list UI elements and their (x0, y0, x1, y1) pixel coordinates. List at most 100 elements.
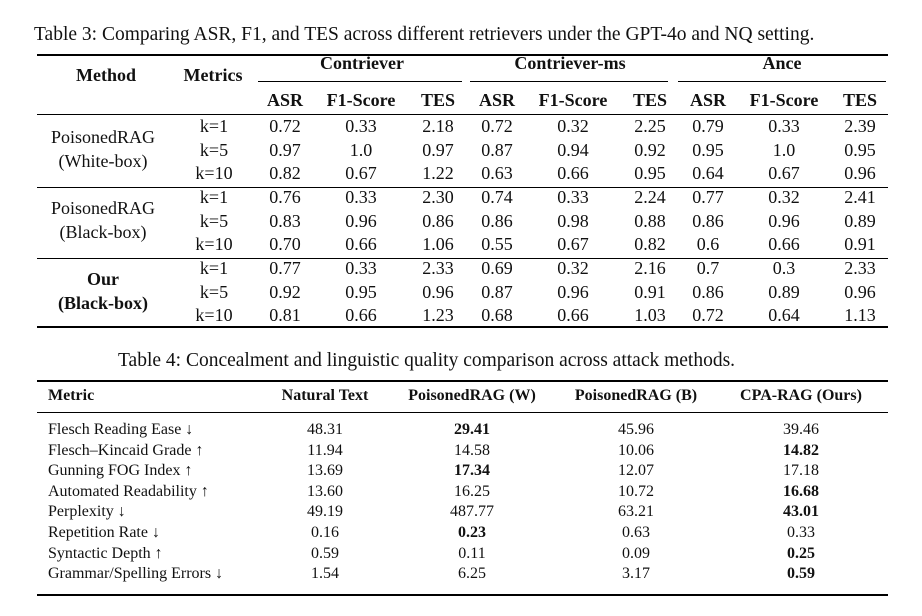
table-cell: 0.33 (787, 524, 815, 541)
table-cell: 0.96 (557, 281, 589, 302)
k-value: k=10 (195, 305, 233, 326)
metric-subheader: F1-Score (326, 90, 396, 110)
table-cell: 0.95 (634, 163, 666, 184)
table-cell: 1.22 (422, 163, 454, 184)
table-cell: 1.0 (349, 139, 373, 160)
table-cell: 0.67 (768, 163, 800, 184)
table4-caption: Table 4: Concealment and linguistic qual… (118, 350, 736, 371)
table-cell: 0.91 (634, 281, 666, 302)
table-cell: 0.23 (458, 524, 486, 541)
table-cell: 0.88 (634, 210, 666, 231)
table-cell: 0.74 (481, 187, 513, 207)
table-cell: 0.72 (692, 305, 724, 326)
retriever-underline (678, 81, 886, 82)
table-cell: 0.96 (768, 210, 800, 231)
table-cell: 0.59 (311, 544, 339, 562)
k-value: k=1 (199, 258, 229, 278)
table-cell: 0.63 (622, 524, 650, 541)
metric-name: Flesch Reading Ease ↓ (48, 421, 194, 438)
table-cell: 2.33 (844, 258, 876, 278)
column-header: Metric (48, 387, 95, 404)
table-cell: 0.97 (422, 139, 454, 160)
table-cell: 0.70 (269, 234, 301, 255)
method-name: Our (86, 269, 120, 289)
table-cell: 0.67 (345, 163, 377, 184)
table4-top-rule (37, 380, 888, 382)
retriever-header: Ance (762, 53, 802, 73)
table3-caption: Table 3: Comparing ASR, F1, and TES acro… (34, 24, 815, 45)
table-cell: 2.25 (634, 116, 666, 136)
table-cell: 0.82 (634, 234, 666, 255)
table-cell: 0.33 (345, 258, 377, 278)
table-cell: 0.09 (622, 544, 650, 562)
table-cell: 14.58 (454, 441, 490, 459)
table-cell: 16.25 (454, 482, 490, 500)
metric-subheader: TES (420, 90, 456, 110)
table-cell: 0.86 (692, 210, 724, 231)
table-cell: 0.59 (787, 565, 815, 583)
table-cell: 0.95 (844, 139, 876, 160)
table-cell: 17.18 (783, 462, 819, 480)
table-cell: 13.69 (307, 462, 343, 480)
table-cell: 0.96 (422, 281, 454, 302)
table-cell: 0.98 (557, 210, 589, 231)
table-cell: 0.33 (345, 187, 377, 207)
table-cell: 1.54 (311, 565, 339, 583)
group-separator (37, 186, 888, 188)
table-cell: 0.3 (772, 258, 796, 278)
table-cell: 0.32 (557, 258, 589, 278)
table-cell: 0.66 (557, 305, 589, 326)
table-cell: 0.97 (269, 139, 301, 160)
table-cell: 39.46 (783, 421, 819, 438)
table-cell: 1.0 (772, 139, 796, 160)
table4-bottom-rule (37, 594, 888, 596)
table-cell: 0.16 (311, 524, 339, 541)
table-cell: 0.77 (692, 187, 724, 207)
column-header: PoisonedRAG (B) (574, 387, 698, 404)
retriever-header: Contriever (320, 53, 404, 73)
metric-subheader: F1-Score (749, 90, 819, 110)
table-cell: 11.94 (307, 441, 343, 459)
table3-bottom-rule (37, 326, 888, 328)
table-cell: 0.33 (768, 116, 800, 136)
table-cell: 2.39 (844, 116, 876, 136)
table-cell: 0.76 (269, 187, 301, 207)
table-cell: 0.91 (844, 234, 876, 255)
table-cell: 0.95 (345, 281, 377, 302)
table-cell: 0.79 (692, 116, 724, 136)
table-cell: 0.82 (269, 163, 301, 184)
table-cell: 0.92 (269, 281, 301, 302)
table-cell: 0.86 (481, 210, 513, 231)
table-cell: 0.66 (557, 163, 589, 184)
table-cell: 2.18 (422, 116, 454, 136)
table-cell: 6.25 (458, 565, 486, 583)
table-cell: 0.89 (844, 210, 876, 231)
table-cell: 0.95 (692, 139, 724, 160)
table-cell: 1.13 (844, 305, 876, 326)
table-cell: 0.66 (345, 305, 377, 326)
table-cell: 43.01 (783, 503, 819, 521)
table-cell: 1.23 (422, 305, 454, 326)
table-cell: 0.67 (557, 234, 589, 255)
table-cell: 0.64 (692, 163, 724, 184)
retriever-header: Contriever-ms (514, 53, 626, 73)
table-cell: 0.33 (557, 187, 589, 207)
k-value: k=5 (199, 139, 229, 160)
method-variant: (Black-box) (59, 222, 147, 242)
column-header: CPA-RAG (Ours) (740, 387, 862, 404)
table-cell: 0.96 (345, 210, 377, 231)
table-cell: 10.72 (618, 482, 654, 500)
table-cell: 0.68 (481, 305, 513, 326)
metrics-header: Metrics (183, 65, 243, 85)
table-cell: 0.86 (692, 281, 724, 302)
metric-name: Automated Readability ↑ (48, 482, 209, 500)
table-cell: 0.63 (481, 163, 513, 184)
table-cell: 0.96 (844, 281, 876, 302)
table-cell: 0.92 (634, 139, 666, 160)
table-cell: 0.6 (696, 234, 720, 255)
table-cell: 1.06 (422, 234, 454, 255)
metric-name: Gunning FOG Index ↑ (48, 462, 193, 480)
table-cell: 29.41 (454, 421, 490, 438)
metric-subheader: ASR (478, 90, 516, 110)
table-cell: 12.07 (618, 462, 654, 480)
